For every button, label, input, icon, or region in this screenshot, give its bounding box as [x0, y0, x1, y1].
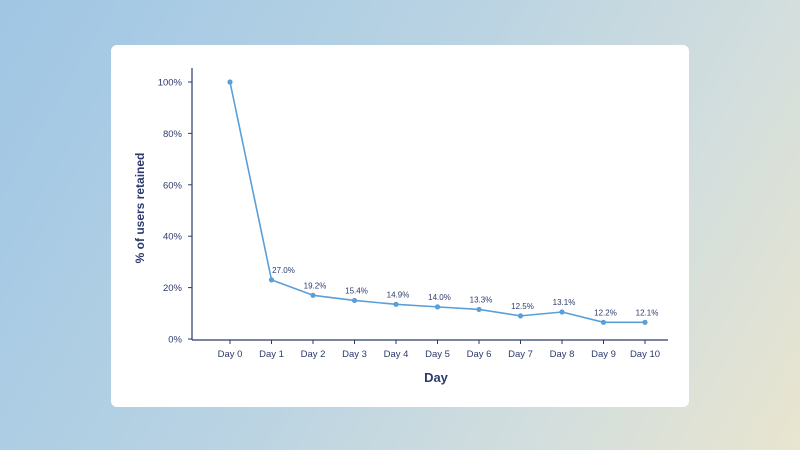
x-tick-label: Day 2	[301, 349, 326, 360]
data-point	[268, 277, 275, 283]
data-label: 13.3%	[470, 295, 493, 304]
x-tick-label: Day 0	[218, 349, 243, 360]
data-point	[393, 301, 399, 307]
data-label: 27.0%	[272, 266, 295, 275]
data-point	[642, 319, 648, 325]
x-tick-label: Day 9	[591, 349, 616, 360]
data-point	[351, 297, 358, 304]
retention-series-line	[229, 81, 645, 324]
x-tick-label: Day 7	[508, 349, 533, 360]
x-tick-label: Day 10	[630, 349, 660, 360]
data-point	[559, 309, 565, 315]
y-axis-title: % of users retained	[133, 153, 147, 264]
y-tick-label: 100%	[158, 78, 183, 89]
y-tick-label: 40%	[163, 232, 183, 243]
series-line	[229, 81, 645, 324]
data-point	[227, 79, 233, 85]
data-point	[476, 306, 482, 313]
x-tick-label: Day 4	[384, 349, 409, 360]
data-point	[434, 304, 441, 310]
y-tick-label: 80%	[163, 129, 183, 140]
x-axis-ticks: Day 0 Day 1 Day 2 Day 3 Day 4 Day 5 Day 6 Day 7…	[218, 340, 660, 360]
y-tick-label: 0%	[168, 335, 182, 346]
x-tick-label: Day 8	[550, 349, 575, 360]
data-labels: 27.0% 19.2% 15.4% 14.9% 14.0% 13.3% 12.5% 13.1%…	[272, 266, 658, 317]
y-tick-label: 20%	[163, 283, 183, 294]
data-label: 13.1%	[553, 298, 576, 307]
x-axis-title: Day	[424, 370, 449, 385]
x-tick-label: Day 6	[467, 349, 492, 360]
y-tick-label: 60%	[163, 180, 183, 191]
data-label: 12.2%	[594, 308, 617, 317]
data-label: 12.1%	[636, 308, 659, 317]
data-label: 19.2%	[304, 281, 327, 290]
x-tick-label: Day 1	[259, 349, 284, 360]
y-axis-ticks: 0% 20% 40% 60% 80% 100%	[158, 78, 192, 346]
data-point	[517, 313, 524, 319]
data-label: 14.9%	[387, 290, 410, 299]
data-points	[227, 79, 648, 325]
data-label: 14.0%	[428, 293, 451, 302]
x-tick-label: Day 3	[342, 349, 367, 360]
data-label: 12.5%	[511, 302, 534, 311]
data-point	[600, 319, 607, 325]
data-point	[310, 292, 316, 298]
x-tick-label: Day 5	[425, 349, 450, 360]
data-label: 15.4%	[345, 286, 368, 295]
